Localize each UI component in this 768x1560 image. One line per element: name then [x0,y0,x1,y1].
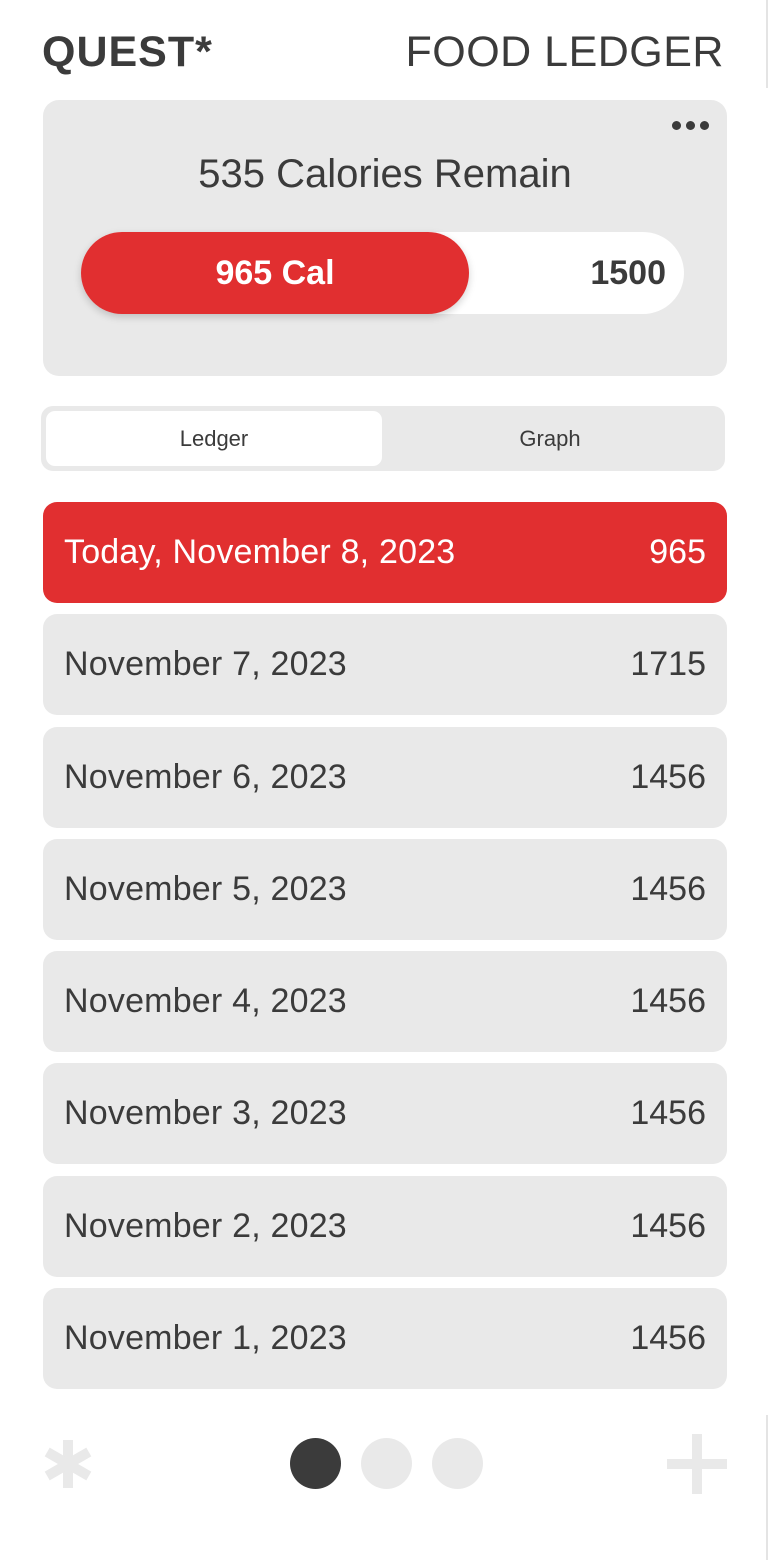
add-entry-button[interactable] [667,1434,727,1494]
calorie-progress-bar: 965 Cal 1500 [81,232,684,314]
ledger-row-calories: 965 [649,533,706,571]
ellipsis-icon [699,120,709,130]
calories-remaining-text: 535 Calories Remain [198,152,572,196]
ellipsis-icon [685,120,695,130]
page-dot-2[interactable] [361,1438,412,1489]
calorie-goal-value: 1500 [590,253,666,292]
ledger-row-calories: 1456 [630,1206,706,1245]
ledger-row-date: November 6, 2023 [64,757,347,796]
ledger-row[interactable]: November 3, 2023 1456 [43,1063,727,1165]
scrollbar-track-bottom [766,1415,768,1560]
calorie-progress-fill: 965 Cal [81,232,469,314]
more-options-button[interactable] [667,110,713,140]
ledger-row[interactable]: November 6, 2023 1456 [43,726,727,828]
ledger-row-date: November 1, 2023 [64,1319,347,1358]
ledger-row[interactable]: November 5, 2023 1456 [43,838,727,940]
asterisk-icon [44,1440,92,1488]
ledger-row-calories: 1456 [630,757,706,796]
tab-graph[interactable]: Graph [519,425,581,451]
ledger-list: Today, November 8, 2023 965 November 7, 20… [43,502,727,1400]
ledger-row-date: Today, November 8, 2023 [64,533,456,571]
ledger-row-today[interactable]: Today, November 8, 2023 965 [43,502,727,603]
ledger-row[interactable]: November 1, 2023 1456 [43,1288,727,1390]
ledger-row-calories: 1456 [630,982,706,1021]
calorie-summary-card: 535 Calories Remain 965 Cal 1500 [43,100,727,376]
ledger-row-calories: 1456 [630,869,706,908]
scrollbar-track-top [766,0,768,88]
page-title: FOOD LEDGER [405,27,724,76]
app-header: QUEST* FOOD LEDGER [42,24,724,80]
ledger-row-date: November 2, 2023 [64,1206,347,1245]
ledger-row[interactable]: November 4, 2023 1456 [43,951,727,1053]
page-dot-3[interactable] [432,1438,483,1489]
ledger-row-calories: 1456 [630,1319,706,1358]
ledger-row-date: November 7, 2023 [64,645,347,684]
ledger-row-date: November 4, 2023 [64,982,347,1021]
brand-logo-text[interactable]: QUEST* [42,27,213,76]
ledger-row[interactable]: November 2, 2023 1456 [43,1175,727,1277]
view-segmented-control: Ledger Graph [41,406,725,471]
ellipsis-icon [671,120,681,130]
page-indicator [290,1438,483,1489]
ledger-row-date: November 5, 2023 [64,869,347,908]
ledger-row[interactable]: November 7, 2023 1715 [43,614,727,716]
ledger-row-date: November 3, 2023 [64,1094,347,1133]
tab-ledger[interactable]: Ledger [46,411,382,466]
asterisk-button[interactable] [40,1432,96,1496]
page-dot-1[interactable] [290,1438,341,1489]
ledger-row-calories: 1715 [630,645,706,684]
ledger-row-calories: 1456 [630,1094,706,1133]
